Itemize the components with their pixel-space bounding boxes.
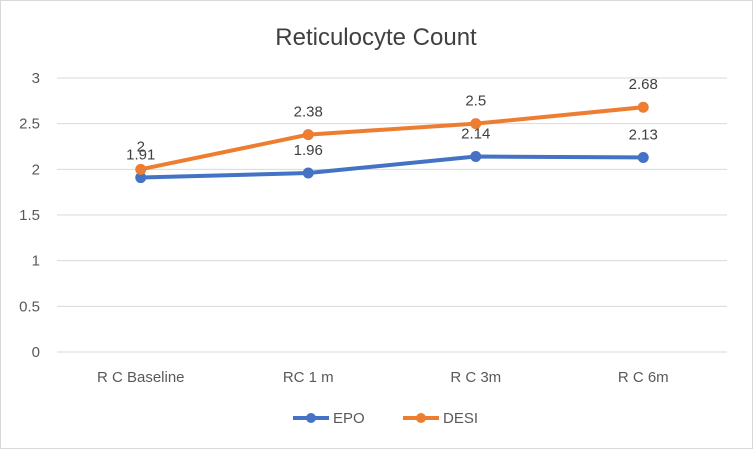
data-point-desi xyxy=(470,118,482,130)
data-point-desi xyxy=(637,101,649,113)
data-point-epo xyxy=(637,151,649,163)
x-tick-label: R C 3m xyxy=(450,369,501,386)
data-point-desi xyxy=(135,163,147,175)
y-tick-label: 2.5 xyxy=(19,116,40,133)
legend-label-epo: EPO xyxy=(333,410,365,427)
series-line-desi xyxy=(138,105,646,172)
y-axis-ticks: 0 0.5 1 1.5 2 2.5 3 xyxy=(19,70,40,361)
series-layer xyxy=(135,101,649,184)
data-label-epo: 2.14 xyxy=(461,126,490,143)
data-point-epo xyxy=(135,172,147,184)
x-tick-label: R C Baseline xyxy=(97,369,185,386)
x-axis-ticks: R C Baseline RC 1 m R C 3m R C 6m xyxy=(97,369,669,386)
x-tick-label: RC 1 m xyxy=(283,369,334,386)
data-label-desi: 2.68 xyxy=(629,76,658,93)
y-tick-label: 1 xyxy=(32,253,40,270)
data-label-desi: 2.38 xyxy=(294,104,323,121)
data-label-epo: 1.96 xyxy=(294,142,323,159)
legend-label-desi: DESI xyxy=(443,410,478,427)
y-tick-label: 0.5 xyxy=(19,298,40,315)
y-tick-label: 0 xyxy=(32,344,40,361)
series-line-epo xyxy=(138,154,646,180)
y-tick-label: 1.5 xyxy=(19,207,40,224)
y-tick-label: 3 xyxy=(32,70,40,87)
data-labels: 1.91 1.96 2.14 2.13 2 2.38 2.5 2.68 xyxy=(126,76,658,163)
data-point-desi xyxy=(302,129,314,141)
data-point-epo xyxy=(470,151,482,163)
y-tick-label: 2 xyxy=(32,161,40,178)
legend-marker-desi xyxy=(416,413,426,423)
data-point-epo xyxy=(302,167,314,179)
data-label-desi: 2 xyxy=(137,138,145,155)
x-tick-label: R C 6m xyxy=(618,369,669,386)
data-label-epo: 1.91 xyxy=(126,147,155,164)
chart-title: Reticulocyte Count xyxy=(275,24,477,51)
data-label-desi: 2.5 xyxy=(465,93,486,110)
legend: EPO DESI xyxy=(293,410,478,427)
data-label-epo: 2.13 xyxy=(629,126,658,143)
gridlines xyxy=(57,77,727,353)
legend-marker-epo xyxy=(306,413,316,423)
